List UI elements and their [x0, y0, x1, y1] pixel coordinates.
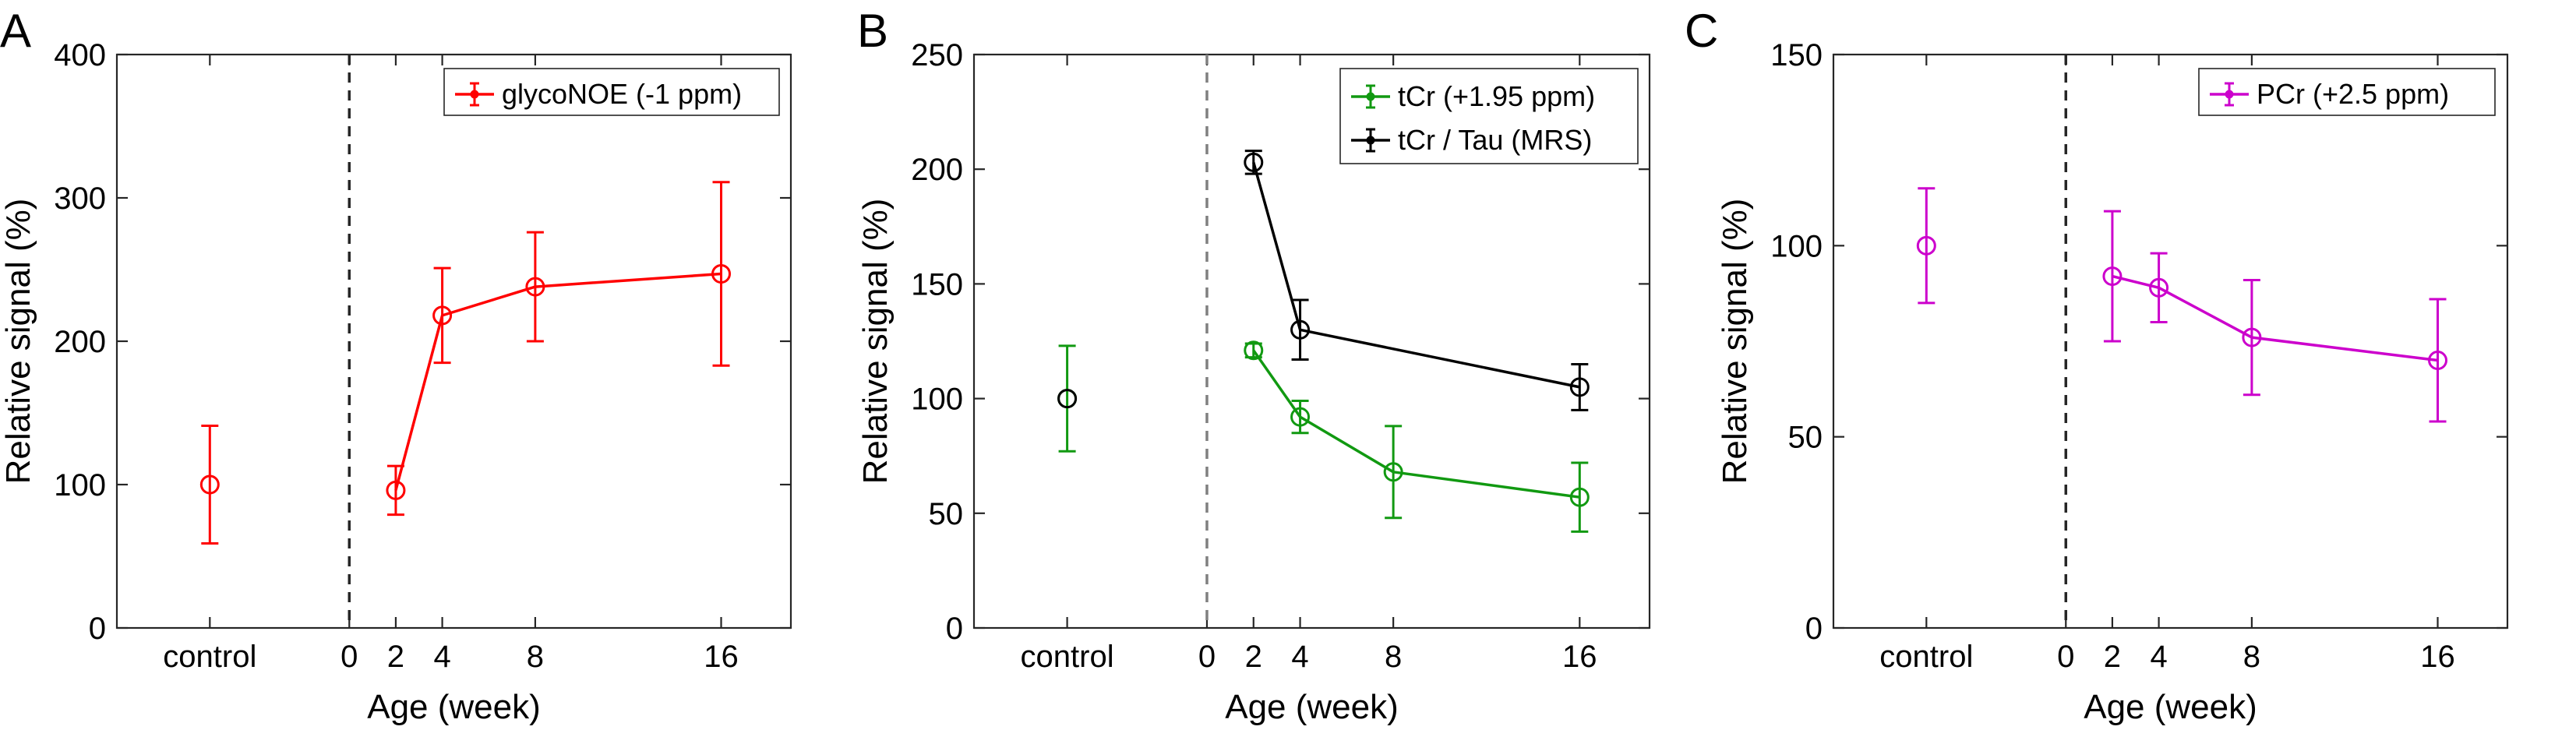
- y-tick-label: 250: [911, 38, 963, 72]
- data-point: [525, 277, 545, 297]
- series-0: [1916, 187, 2448, 423]
- x-tick-label: 16: [1562, 640, 1597, 674]
- plot-frame: [115, 53, 792, 629]
- control-point: [1916, 235, 1936, 256]
- data-point: [1290, 319, 1311, 340]
- x-axis-label: Age (week): [367, 688, 541, 726]
- series-0: [199, 181, 732, 545]
- x-tick-label: 2: [387, 640, 404, 674]
- x-tick-label: 0: [2057, 640, 2074, 674]
- x-tick-label: 2: [2104, 640, 2121, 674]
- series-line: [2112, 274, 2438, 362]
- y-tick-label: 100: [1770, 229, 1823, 263]
- data-point: [1244, 340, 1264, 361]
- control-point: [1057, 389, 1078, 409]
- x-tick-label: 16: [2420, 640, 2455, 674]
- x-tick-label: 0: [1198, 640, 1216, 674]
- control-point: [199, 474, 220, 495]
- data-point: [1290, 407, 1311, 427]
- x-tick-label: 8: [1385, 640, 1402, 674]
- legend-item: tCr (+1.95 ppm): [1351, 80, 1595, 112]
- data-point: [1244, 152, 1264, 172]
- plot-frame: [972, 53, 1651, 629]
- legend-box: [1339, 68, 1639, 164]
- x-axis-label: Age (week): [1225, 688, 1399, 726]
- legend-item: tCr / Tau (MRS): [1351, 124, 1592, 156]
- x-tick-label: 8: [527, 640, 544, 674]
- series-line: [1252, 349, 1580, 499]
- data-point: [2149, 277, 2169, 298]
- data-point: [386, 480, 406, 500]
- x-tick-label: 0: [341, 640, 358, 674]
- y-tick-label: 150: [911, 267, 963, 302]
- legend-label: glycoNOE (-1 ppm): [502, 78, 742, 110]
- panel-letter: B: [857, 5, 888, 57]
- y-tick-label: 400: [54, 38, 106, 72]
- x-axis-label: Age (week): [2084, 688, 2257, 726]
- y-axis-label: Relative signal (%): [0, 199, 37, 485]
- series-0: [1057, 340, 1590, 533]
- x-tick-label: control: [1021, 640, 1114, 674]
- legend: glycoNOE (-1 ppm): [443, 68, 780, 116]
- x-tick-label: control: [163, 640, 256, 674]
- data-point: [2102, 266, 2123, 287]
- y-tick-label: 200: [911, 153, 963, 187]
- x-tick-label: 4: [1291, 640, 1308, 674]
- y-tick-label: 300: [54, 182, 106, 216]
- legend-swatch-dot: [470, 90, 479, 99]
- y-tick-label: 100: [911, 383, 963, 417]
- y-tick-label: 0: [1805, 612, 1823, 646]
- data-point: [2428, 351, 2448, 371]
- legend-box: [443, 68, 780, 116]
- y-tick-label: 50: [1788, 421, 1823, 455]
- x-tick-label: 2: [1245, 640, 1262, 674]
- y-axis-label: Relative signal (%): [856, 199, 895, 485]
- series-line: [1252, 161, 1580, 389]
- y-tick-label: 0: [89, 612, 106, 646]
- series-1: [1057, 150, 1590, 411]
- y-tick-label: 200: [54, 325, 106, 359]
- y-tick-label: 0: [946, 612, 963, 646]
- y-tick-label: 50: [929, 497, 964, 531]
- legend-label: PCr (+2.5 ppm): [2257, 78, 2449, 110]
- data-point: [2242, 327, 2262, 347]
- legend-label: tCr / Tau (MRS): [1398, 124, 1592, 156]
- x-tick-label: 4: [2150, 640, 2167, 674]
- legend: tCr (+1.95 ppm) tCr / Tau (MRS): [1339, 68, 1639, 164]
- data-point: [432, 305, 453, 326]
- x-tick-label: control: [1879, 640, 1973, 674]
- plot-frame: [1832, 53, 2509, 629]
- legend-item: PCr (+2.5 ppm): [2210, 78, 2449, 110]
- data-point: [711, 264, 732, 284]
- y-tick-label: 100: [54, 468, 106, 503]
- legend-swatch-dot: [1366, 136, 1375, 145]
- data-point: [1569, 377, 1590, 397]
- x-tick-label: 4: [433, 640, 450, 674]
- legend-swatch-dot: [2225, 90, 2234, 99]
- legend: PCr (+2.5 ppm): [2198, 68, 2496, 116]
- legend-item: glycoNOE (-1 ppm): [455, 78, 742, 110]
- series-line: [394, 272, 722, 491]
- x-tick-label: 16: [704, 640, 739, 674]
- y-tick-label: 150: [1770, 38, 1823, 72]
- legend-label: tCr (+1.95 ppm): [1398, 80, 1595, 112]
- panel-letter: A: [0, 5, 31, 57]
- data-point: [1383, 462, 1403, 482]
- x-tick-label: 8: [2243, 640, 2260, 674]
- data-point: [1569, 487, 1590, 507]
- panel-letter: C: [1685, 5, 1718, 57]
- legend-swatch-dot: [1366, 92, 1375, 101]
- y-axis-label: Relative signal (%): [1716, 199, 1754, 485]
- legend-box: [2198, 68, 2496, 116]
